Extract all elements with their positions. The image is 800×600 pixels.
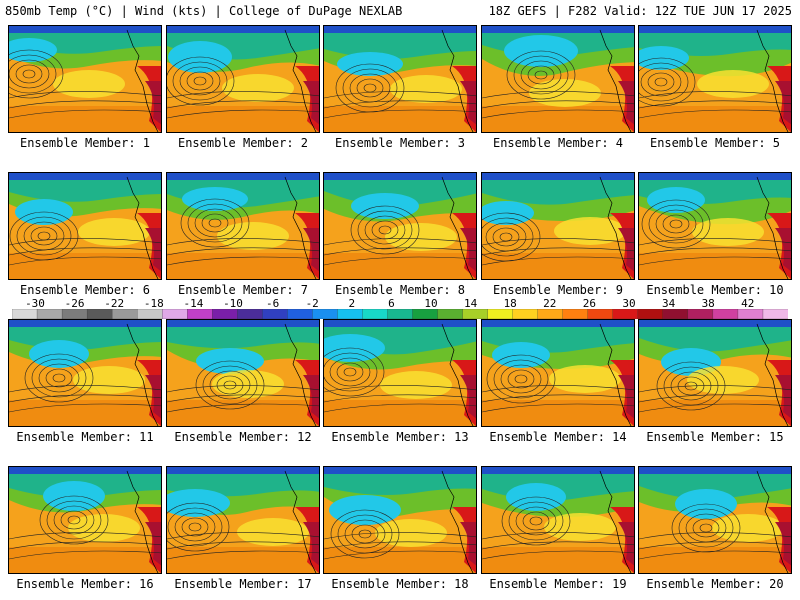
colorbar-tick-label: -26 <box>64 297 85 310</box>
colorbar-swatch <box>487 309 514 319</box>
ensemble-member-label: Ensemble Member: 10 <box>646 283 784 297</box>
ensemble-member-map <box>166 319 320 427</box>
colorbar-tick-label: -6 <box>265 297 280 310</box>
colorbar-swatch <box>337 309 364 319</box>
colorbar-swatch <box>187 309 213 319</box>
colorbar-swatch <box>362 309 389 319</box>
colorbar-swatch <box>637 309 664 319</box>
colorbar-tick-label: -10 <box>223 297 243 310</box>
colorbar-swatch <box>36 309 63 319</box>
ensemble-member-map <box>323 466 477 574</box>
colorbar-tick-label: -2 <box>305 297 319 310</box>
ensemble-member-label: Ensemble Member: 14 <box>489 430 627 444</box>
temperature-colorbar <box>12 309 788 319</box>
colorbar-swatch <box>512 309 539 319</box>
ensemble-member-label: Ensemble Member: 19 <box>489 577 627 591</box>
colorbar-swatch <box>712 309 739 319</box>
colorbar-tick-label: 6 <box>388 297 395 310</box>
ensemble-member-label: Ensemble Member: 5 <box>649 136 781 150</box>
ensemble-member-label: Ensemble Member: 3 <box>334 136 466 150</box>
ensemble-member-map <box>481 466 635 574</box>
ensemble-member-map <box>481 319 635 427</box>
colorbar-swatch <box>562 309 589 319</box>
ensemble-member-map <box>481 25 635 133</box>
colorbar-swatch <box>86 309 113 319</box>
ensemble-member-map <box>638 466 792 574</box>
colorbar-swatch <box>262 309 289 319</box>
ensemble-member-label: Ensemble Member: 9 <box>492 283 624 297</box>
colorbar-tick-label: 22 <box>543 297 557 310</box>
colorbar-tick-label: 38 <box>701 297 715 310</box>
colorbar-swatch <box>12 309 38 319</box>
colorbar-swatch <box>437 309 464 319</box>
colorbar-swatch <box>61 309 88 319</box>
colorbar-swatch <box>387 309 414 319</box>
colorbar-swatch <box>237 309 263 319</box>
map-header-valid-time: 18Z GEFS | F282 Valid: 12Z TUE JUN 17 20… <box>488 4 792 18</box>
colorbar-tick-label: -22 <box>104 297 125 310</box>
colorbar-tick-label: 14 <box>463 297 478 310</box>
colorbar-tick-label: 42 <box>741 297 755 310</box>
ensemble-member-map <box>638 25 792 133</box>
ensemble-member-label: Ensemble Member: 2 <box>177 136 309 150</box>
ensemble-member-map <box>638 319 792 427</box>
ensemble-member-map <box>8 319 162 427</box>
colorbar-tick-label: -14 <box>183 297 204 310</box>
ensemble-member-label: Ensemble Member: 12 <box>174 430 312 444</box>
colorbar-tick-label: 18 <box>503 297 517 310</box>
ensemble-member-label: Ensemble Member: 8 <box>334 283 466 297</box>
colorbar-swatch <box>412 309 439 319</box>
ensemble-member-map <box>323 25 477 133</box>
ensemble-member-label: Ensemble Member: 6 <box>19 283 151 297</box>
colorbar-tick-label: 26 <box>582 297 597 310</box>
colorbar-tick-label: 10 <box>424 297 438 310</box>
ensemble-member-label: Ensemble Member: 18 <box>331 577 469 591</box>
ensemble-member-map <box>8 25 162 133</box>
ensemble-member-map <box>323 172 477 280</box>
ensemble-member-map <box>8 466 162 574</box>
ensemble-member-label: Ensemble Member: 16 <box>16 577 154 591</box>
map-header-title: 850mb Temp (°C) | Wind (kts) | College o… <box>5 4 403 18</box>
ensemble-member-map <box>166 172 320 280</box>
ensemble-member-map <box>8 172 162 280</box>
ensemble-member-map <box>481 172 635 280</box>
colorbar-swatch <box>687 309 714 319</box>
colorbar-tick-label: 34 <box>661 297 676 310</box>
ensemble-member-label: Ensemble Member: 7 <box>177 283 309 297</box>
colorbar-swatch <box>111 309 138 319</box>
colorbar-swatch <box>612 309 639 319</box>
colorbar-swatch <box>737 309 764 319</box>
ensemble-member-label: Ensemble Member: 17 <box>174 577 312 591</box>
colorbar-tick-label: 30 <box>622 297 636 310</box>
ensemble-member-label: Ensemble Member: 15 <box>646 430 784 444</box>
colorbar-swatch <box>312 309 339 319</box>
ensemble-member-label: Ensemble Member: 1 <box>19 136 151 150</box>
colorbar-tick-label: -30 <box>25 297 45 310</box>
colorbar-swatch <box>762 309 788 319</box>
ensemble-member-label: Ensemble Member: 11 <box>16 430 154 444</box>
ensemble-member-map <box>638 172 792 280</box>
ensemble-member-map <box>166 25 320 133</box>
colorbar-tick-label: 2 <box>348 297 356 310</box>
colorbar-swatch <box>587 309 614 319</box>
ensemble-member-map <box>166 466 320 574</box>
colorbar-swatch <box>137 309 163 319</box>
ensemble-member-map <box>323 319 477 427</box>
ensemble-member-label: Ensemble Member: 13 <box>331 430 469 444</box>
ensemble-member-label: Ensemble Member: 20 <box>646 577 784 591</box>
colorbar-swatch <box>212 309 238 319</box>
colorbar-tick-label: -18 <box>143 297 164 310</box>
colorbar-swatch <box>537 309 564 319</box>
colorbar-swatch <box>462 309 489 319</box>
colorbar-swatch <box>662 309 689 319</box>
ensemble-member-label: Ensemble Member: 4 <box>492 136 624 150</box>
colorbar-swatch <box>162 309 188 319</box>
colorbar-swatch <box>287 309 314 319</box>
